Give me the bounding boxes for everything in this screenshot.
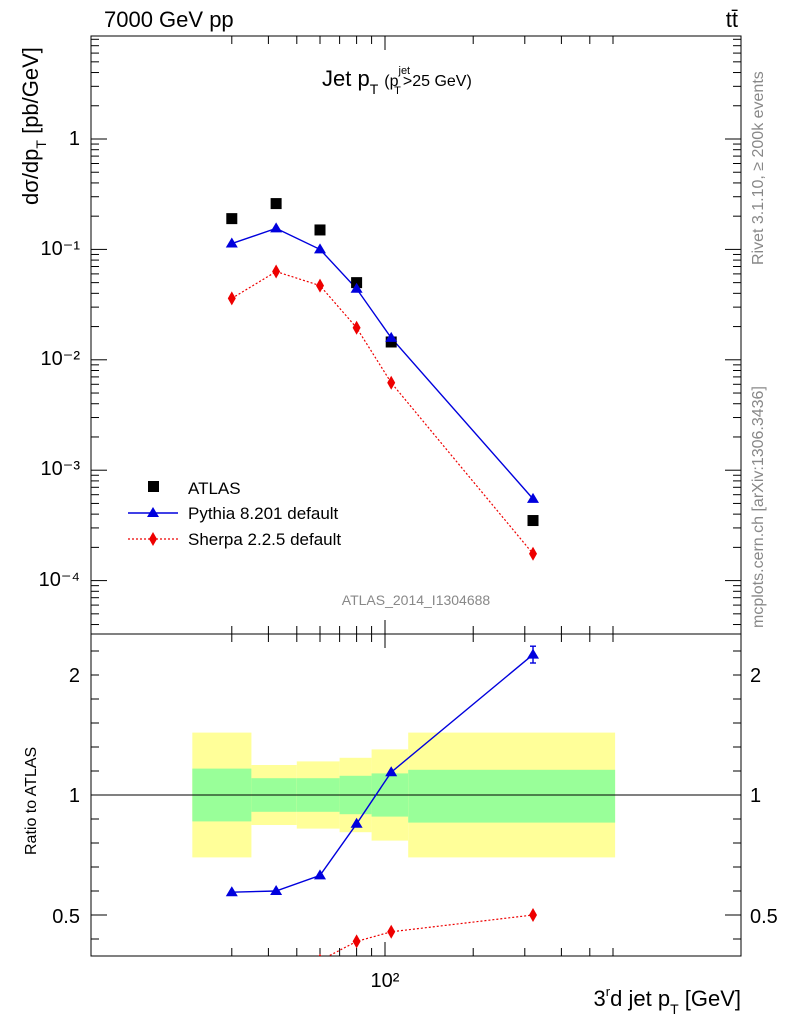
ratio-sherpa-point (352, 934, 361, 949)
y-tick-label-1e-3: 10⁻³ (41, 458, 81, 480)
legend-label-sherpa: Sherpa 2.2.5 default (188, 530, 341, 549)
atlas-point (351, 277, 363, 289)
ratio-pythia-point (527, 648, 540, 659)
x-tick-label-100: 10² (371, 970, 400, 992)
pythia-point (225, 237, 238, 248)
legend-marker-pythia (147, 507, 159, 517)
ratio-sherpa-point (228, 982, 236, 996)
y-axis-label: dσ/dpT [pb/GeV] (18, 47, 49, 205)
ratio-pythia-line (231, 654, 534, 893)
atlas-point (270, 198, 282, 210)
process-label: tt̄ (726, 7, 738, 32)
ratio-pythia-point (270, 885, 283, 895)
ratio-y-tick-labels-left: 2 1 0.5 (52, 665, 80, 928)
ratio-y-tick-labels-right: 2 1 0.5 (750, 665, 778, 928)
ratio-tick-label-2: 2 (69, 665, 80, 687)
main-y-tick-labels: 1 10⁻¹ 10⁻² 10⁻³ 10⁻⁴ (39, 128, 81, 591)
legend-marker-sherpa (149, 532, 157, 546)
pythia-point (350, 282, 363, 293)
sherpa-point (529, 546, 538, 561)
pythia-point (527, 492, 540, 503)
ratio-tick-label-1-right: 1 (750, 785, 761, 807)
ratio-y-axis-label: Ratio to ATLAS (23, 747, 40, 855)
energy-label: 7000 GeV pp (104, 7, 234, 32)
sherpa-point (352, 320, 361, 335)
sherpa-point (387, 375, 396, 390)
ratio-tick-label-0p5-right: 0.5 (750, 906, 778, 928)
sherpa-line (231, 270, 534, 555)
ratio-sherpa-point (318, 953, 322, 956)
ratio-sherpa-point (529, 908, 538, 922)
ratio-sherpa-point (272, 970, 280, 984)
atlas-point (527, 515, 539, 527)
ratio-pythia-point (350, 817, 363, 828)
atlas-point (226, 213, 238, 225)
y-tick-label-1e-4: 10⁻⁴ (39, 569, 80, 591)
plot-title: Jet pT (pjet T>25 GeV) (322, 65, 472, 97)
mcplots-label: mcplots.cern.ch [arXiv:1306.3436] (750, 386, 767, 628)
sherpa-point (315, 278, 324, 293)
legend: ATLAS Pythia 8.201 default Sherpa 2.2.5 … (128, 479, 341, 549)
sherpa-point (227, 291, 236, 306)
ratio-tick-label-1: 1 (69, 785, 80, 807)
main-panel-data (225, 198, 540, 561)
legend-label-atlas: ATLAS (188, 479, 241, 498)
ratio-pythia-point (225, 886, 238, 897)
ratio-pythia-point (313, 869, 326, 880)
ratio-pythia-point (385, 766, 398, 777)
sherpa-point (272, 264, 281, 279)
legend-marker-atlas (148, 481, 159, 492)
pythia-point (270, 222, 283, 233)
legend-label-pythia: Pythia 8.201 default (188, 504, 339, 523)
atlas-point (385, 336, 397, 348)
ratio-tick-label-0p5: 0.5 (52, 906, 80, 928)
rivet-label: Rivet 3.1.10, ≥ 200k events (750, 71, 767, 265)
ratio-panel-data (225, 645, 540, 996)
ratio-inner-band (408, 769, 616, 823)
ratio-sherpa-point (387, 924, 396, 939)
ratio-sherpa-line (327, 914, 534, 956)
axis-ticks (91, 36, 741, 956)
y-tick-label-1: 1 (69, 128, 80, 150)
analysis-id-label: ATLAS_2014_I1304688 (342, 592, 491, 608)
x-axis-label: 3rd jet pT [GeV] (594, 984, 741, 1017)
y-tick-label-1e-1: 10⁻¹ (41, 238, 81, 260)
y-tick-label-1e-2: 10⁻² (41, 348, 81, 370)
pythia-point (313, 243, 326, 254)
pythia-line (231, 227, 534, 500)
pythia-point (385, 331, 398, 342)
atlas-point (314, 224, 326, 236)
ratio-tick-label-2-right: 2 (750, 665, 761, 687)
